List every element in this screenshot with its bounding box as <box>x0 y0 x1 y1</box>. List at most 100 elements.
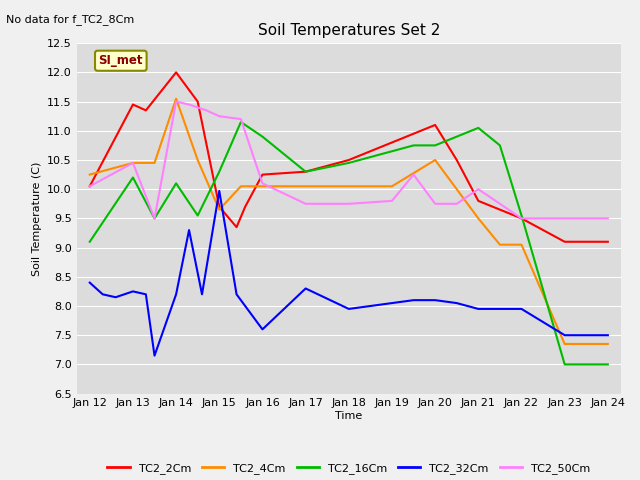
TC2_50Cm <box>202 108 210 113</box>
TC2_16Cm <box>194 213 202 218</box>
TC2_2Cm <box>194 99 202 105</box>
TC2_32Cm <box>216 188 223 194</box>
TC2_2Cm <box>259 172 266 178</box>
TC2_50Cm <box>216 113 223 119</box>
TC2_50Cm <box>150 216 158 221</box>
TC2_50Cm <box>453 201 461 207</box>
TC2_4Cm <box>388 183 396 189</box>
TC2_2Cm <box>474 198 482 204</box>
TC2_16Cm <box>561 361 568 367</box>
TC2_2Cm <box>604 239 612 245</box>
TC2_32Cm <box>518 306 525 312</box>
TC2_16Cm <box>496 143 504 148</box>
TC2_4Cm <box>496 242 504 248</box>
TC2_2Cm <box>518 216 525 221</box>
TC2_4Cm <box>604 341 612 347</box>
TC2_16Cm <box>604 361 612 367</box>
TC2_32Cm <box>453 300 461 306</box>
Line: TC2_50Cm: TC2_50Cm <box>90 102 608 218</box>
TC2_50Cm <box>86 183 93 189</box>
Line: TC2_32Cm: TC2_32Cm <box>90 191 608 356</box>
TC2_16Cm <box>388 148 396 154</box>
Line: TC2_16Cm: TC2_16Cm <box>90 122 608 364</box>
TC2_4Cm <box>345 183 353 189</box>
TC2_50Cm <box>474 186 482 192</box>
TC2_2Cm <box>388 140 396 145</box>
TC2_2Cm <box>86 183 93 189</box>
TC2_32Cm <box>259 326 266 332</box>
TC2_50Cm <box>302 201 310 207</box>
TC2_2Cm <box>302 169 310 175</box>
Y-axis label: Soil Temperature (C): Soil Temperature (C) <box>31 161 42 276</box>
TC2_4Cm <box>216 207 223 213</box>
TC2_2Cm <box>233 224 241 230</box>
TC2_2Cm <box>172 70 180 75</box>
TC2_2Cm <box>345 157 353 163</box>
Legend: TC2_2Cm, TC2_4Cm, TC2_16Cm, TC2_32Cm, TC2_50Cm: TC2_2Cm, TC2_4Cm, TC2_16Cm, TC2_32Cm, TC… <box>103 459 595 479</box>
TC2_32Cm <box>604 332 612 338</box>
TC2_4Cm <box>302 183 310 189</box>
TC2_32Cm <box>150 353 158 359</box>
TC2_32Cm <box>112 294 120 300</box>
TC2_16Cm <box>172 180 180 186</box>
TC2_32Cm <box>198 291 206 297</box>
TC2_2Cm <box>561 239 568 245</box>
TC2_32Cm <box>185 227 193 233</box>
TC2_50Cm <box>410 172 417 178</box>
TC2_4Cm <box>237 183 244 189</box>
TC2_16Cm <box>410 143 417 148</box>
TC2_16Cm <box>129 175 137 180</box>
TC2_50Cm <box>431 201 439 207</box>
TC2_2Cm <box>431 122 439 128</box>
TC2_16Cm <box>237 119 244 125</box>
TC2_16Cm <box>474 125 482 131</box>
Line: TC2_4Cm: TC2_4Cm <box>90 99 608 344</box>
TC2_4Cm <box>194 157 202 163</box>
TC2_50Cm <box>388 198 396 204</box>
TC2_50Cm <box>185 102 193 108</box>
TC2_32Cm <box>431 297 439 303</box>
TC2_4Cm <box>518 242 525 248</box>
TC2_32Cm <box>142 291 150 297</box>
Text: SI_met: SI_met <box>99 54 143 67</box>
TC2_50Cm <box>518 216 525 221</box>
TC2_32Cm <box>172 291 180 297</box>
TC2_2Cm <box>129 102 137 108</box>
TC2_32Cm <box>99 291 106 297</box>
TC2_16Cm <box>216 169 223 175</box>
Title: Soil Temperatures Set 2: Soil Temperatures Set 2 <box>258 23 440 38</box>
TC2_32Cm <box>233 291 241 297</box>
TC2_16Cm <box>431 143 439 148</box>
X-axis label: Time: Time <box>335 411 362 421</box>
Text: No data for f_TC2_8Cm: No data for f_TC2_8Cm <box>6 14 134 25</box>
TC2_50Cm <box>345 201 353 207</box>
TC2_16Cm <box>345 160 353 166</box>
TC2_4Cm <box>561 341 568 347</box>
TC2_16Cm <box>150 216 158 221</box>
TC2_32Cm <box>388 300 396 306</box>
TC2_32Cm <box>86 280 93 286</box>
TC2_50Cm <box>561 216 568 221</box>
Line: TC2_2Cm: TC2_2Cm <box>90 72 608 242</box>
TC2_4Cm <box>150 160 158 166</box>
TC2_2Cm <box>142 108 150 113</box>
TC2_50Cm <box>604 216 612 221</box>
TC2_32Cm <box>561 332 568 338</box>
TC2_32Cm <box>345 306 353 312</box>
TC2_32Cm <box>410 297 417 303</box>
TC2_2Cm <box>241 204 249 210</box>
TC2_16Cm <box>518 213 525 218</box>
TC2_4Cm <box>259 183 266 189</box>
TC2_50Cm <box>129 160 137 166</box>
TC2_32Cm <box>302 286 310 291</box>
TC2_2Cm <box>216 204 223 210</box>
TC2_50Cm <box>259 180 266 186</box>
TC2_16Cm <box>259 134 266 140</box>
TC2_16Cm <box>86 239 93 245</box>
TC2_50Cm <box>172 99 180 105</box>
TC2_4Cm <box>129 160 137 166</box>
TC2_4Cm <box>86 172 93 178</box>
TC2_4Cm <box>474 216 482 221</box>
TC2_32Cm <box>129 288 137 294</box>
TC2_50Cm <box>237 116 244 122</box>
